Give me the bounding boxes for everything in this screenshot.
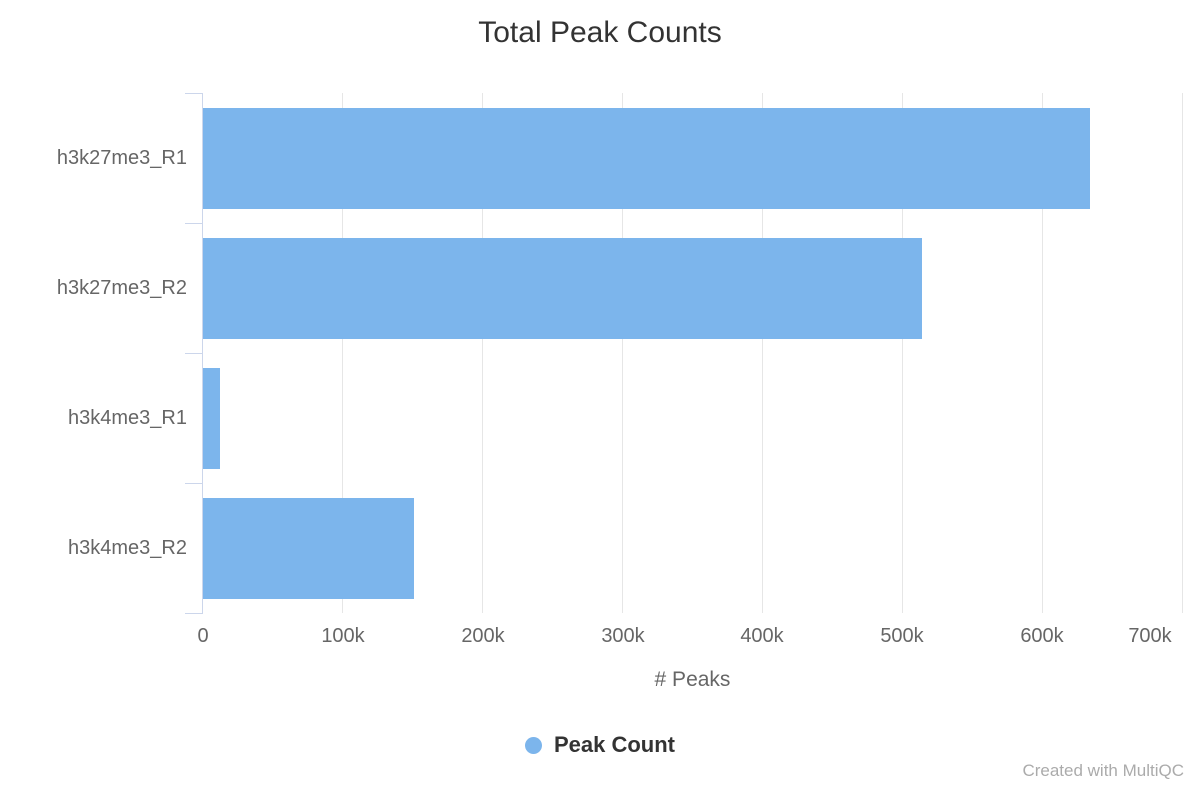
gridline (1041, 93, 1043, 613)
legend: Peak Count (0, 732, 1200, 758)
x-tick-label: 600k (1020, 625, 1064, 647)
gridline (761, 93, 763, 613)
bar-h3k4me3_R2[interactable] (203, 497, 415, 599)
gridline (1181, 93, 1183, 613)
x-tick-label: 700k (1128, 625, 1172, 647)
x-tick-label: 200k (461, 625, 505, 647)
gridline (342, 93, 344, 613)
bar-h3k27me3_R1[interactable] (203, 107, 1090, 209)
gridline (482, 93, 484, 613)
legend-marker-icon (524, 736, 542, 754)
x-tick-label: 500k (880, 625, 924, 647)
chart-title: Total Peak Counts (478, 16, 722, 49)
gridline (901, 93, 903, 613)
y-axis-tick (185, 612, 203, 614)
bar-h3k4me3_R1[interactable] (203, 367, 220, 469)
y-category-label: h3k27me3_R1 (56, 146, 187, 169)
y-axis-tick (185, 222, 203, 224)
legend-label: Peak Count (553, 732, 676, 757)
y-axis-tick (185, 352, 203, 354)
x-tick-label: 400k (740, 625, 784, 647)
gridline (622, 93, 624, 613)
y-axis-tick (185, 482, 203, 484)
y-category-label: h3k4me3_R2 (68, 536, 187, 559)
y-category-label: h3k27me3_R2 (56, 276, 187, 299)
x-tick-label: 100k (321, 625, 365, 647)
legend-item-peak-count[interactable]: Peak Count (524, 732, 676, 758)
multiqc-watermark: Created with MultiQC (1022, 761, 1184, 780)
y-axis-tick (185, 92, 203, 94)
bar-h3k27me3_R2[interactable] (203, 237, 922, 339)
x-tick-label: 0 (197, 625, 209, 647)
x-axis-title: # Peaks (654, 668, 731, 691)
x-tick-label: 300k (601, 625, 645, 647)
y-category-label: h3k4me3_R1 (68, 406, 187, 429)
